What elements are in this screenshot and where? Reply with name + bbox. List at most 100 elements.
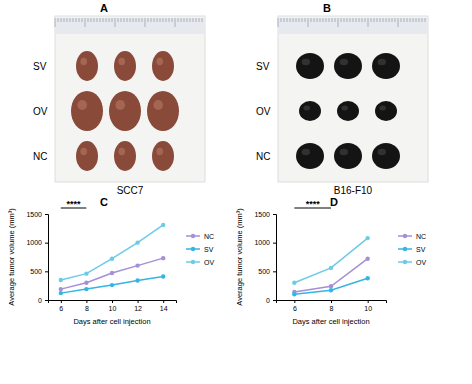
ruler-tick bbox=[293, 18, 294, 22]
x-tick-mark bbox=[368, 300, 369, 303]
ruler-tick bbox=[335, 18, 336, 22]
series-marker bbox=[135, 240, 139, 244]
ruler-tick bbox=[323, 18, 324, 22]
y-tick: 1500 bbox=[254, 211, 276, 218]
x-tick: 10 bbox=[109, 300, 117, 312]
photo-panel: ASVOVNCSCC7 bbox=[33, 2, 205, 196]
legend-label: SV bbox=[416, 246, 426, 253]
series-marker bbox=[292, 292, 296, 296]
series-marker bbox=[84, 281, 88, 285]
ruler-tick bbox=[187, 18, 188, 22]
ruler-tick bbox=[91, 18, 92, 22]
ruler-tick bbox=[127, 18, 128, 22]
ruler-tick bbox=[311, 18, 312, 22]
tumor bbox=[147, 91, 179, 131]
ruler-tick bbox=[193, 18, 194, 22]
y-tick-label: 1500 bbox=[26, 211, 42, 218]
y-tick-label: 1000 bbox=[26, 239, 42, 246]
ruler-tick bbox=[362, 18, 363, 22]
tumor-highlight bbox=[118, 148, 125, 156]
tumor-highlight bbox=[340, 59, 348, 66]
tumor-highlight bbox=[77, 100, 87, 110]
ruler-tick bbox=[338, 18, 339, 27]
series-marker bbox=[161, 274, 165, 278]
ruler-tick bbox=[178, 18, 179, 22]
significance-label: **** bbox=[67, 199, 82, 209]
ruler-tick bbox=[359, 18, 360, 22]
ruler-tick bbox=[380, 18, 381, 22]
x-tick: 8 bbox=[85, 300, 89, 312]
tumor bbox=[109, 91, 141, 131]
ruler-tick bbox=[121, 18, 122, 22]
series-line bbox=[61, 225, 163, 280]
figure: ASVOVNCSCC7BSVOVNCB16-F10C05001000150068… bbox=[0, 0, 472, 384]
y-tick: 1500 bbox=[26, 211, 48, 218]
ruler-tick bbox=[94, 18, 95, 22]
chart: C05001000150068101214Days after cell inj… bbox=[7, 196, 214, 326]
ruler-tick bbox=[377, 18, 378, 22]
ruler-tick bbox=[184, 18, 185, 22]
x-tick-label: 8 bbox=[85, 305, 89, 312]
tumor-highlight bbox=[340, 149, 348, 156]
ruler-tick bbox=[157, 18, 158, 22]
series-line bbox=[294, 259, 367, 292]
ruler-tick bbox=[103, 18, 104, 22]
tumor bbox=[334, 53, 362, 79]
x-tick-label: 10 bbox=[364, 305, 372, 312]
x-tick-mark bbox=[86, 300, 87, 303]
x-tick-label: 8 bbox=[330, 305, 334, 312]
ruler-tick bbox=[302, 18, 303, 22]
ruler-tick bbox=[172, 18, 173, 22]
y-axis: 050010001500 bbox=[254, 211, 276, 304]
ruler-tick bbox=[374, 18, 375, 22]
chart: D 050010001500 6 8 10 Days after cell injecti… bbox=[235, 196, 426, 326]
photo-panel: BSVOVNCB16-F10 bbox=[256, 2, 428, 196]
legend-label: OV bbox=[416, 259, 426, 266]
x-tick-mark bbox=[61, 300, 62, 303]
ruler-tick bbox=[148, 18, 149, 22]
tumor-highlight bbox=[378, 149, 386, 156]
ruler-tick bbox=[112, 18, 113, 22]
plot-area bbox=[59, 223, 166, 296]
x-axis-line bbox=[277, 301, 387, 304]
panel-label: A bbox=[100, 2, 108, 14]
ruler-tick bbox=[109, 18, 110, 22]
y-axis-title: Average tumor volume (mm³) bbox=[7, 208, 16, 306]
ruler-tick bbox=[142, 18, 143, 22]
ruler-tick bbox=[85, 18, 86, 27]
ruler bbox=[278, 18, 428, 34]
tumor-highlight bbox=[341, 106, 348, 111]
ruler-tick bbox=[368, 18, 369, 27]
y-axis: 050010001500 bbox=[26, 211, 48, 304]
ruler-tick bbox=[365, 18, 366, 22]
ruler-tick bbox=[88, 18, 89, 22]
x-tick: 12 bbox=[134, 300, 142, 312]
x-tick-label: 6 bbox=[293, 305, 297, 312]
series-marker bbox=[59, 287, 63, 291]
plot-area bbox=[292, 236, 370, 297]
ruler-tick bbox=[416, 18, 417, 22]
panel-label: B bbox=[323, 2, 331, 14]
tumor bbox=[114, 141, 136, 171]
series-marker bbox=[329, 266, 333, 270]
photo-background bbox=[55, 16, 205, 182]
ruler-tick bbox=[314, 18, 315, 22]
ruler-tick bbox=[175, 18, 176, 27]
legend-marker bbox=[403, 260, 407, 264]
tumor bbox=[372, 53, 400, 79]
series-marker bbox=[365, 257, 369, 261]
ruler-tick bbox=[190, 18, 191, 22]
series-line bbox=[61, 258, 163, 289]
x-axis-title: Days after cell injection bbox=[292, 317, 369, 326]
panel-label: D bbox=[330, 196, 338, 208]
tumor bbox=[76, 141, 98, 171]
ruler-tick bbox=[106, 18, 107, 22]
ruler-tick bbox=[329, 18, 330, 22]
series-marker bbox=[110, 257, 114, 261]
ruler-tick bbox=[67, 18, 68, 22]
legend-label: SV bbox=[204, 246, 214, 253]
ruler-tick bbox=[133, 18, 134, 22]
series-line bbox=[294, 278, 367, 294]
ruler-tick bbox=[145, 18, 146, 27]
y-tick-mark bbox=[273, 214, 276, 215]
